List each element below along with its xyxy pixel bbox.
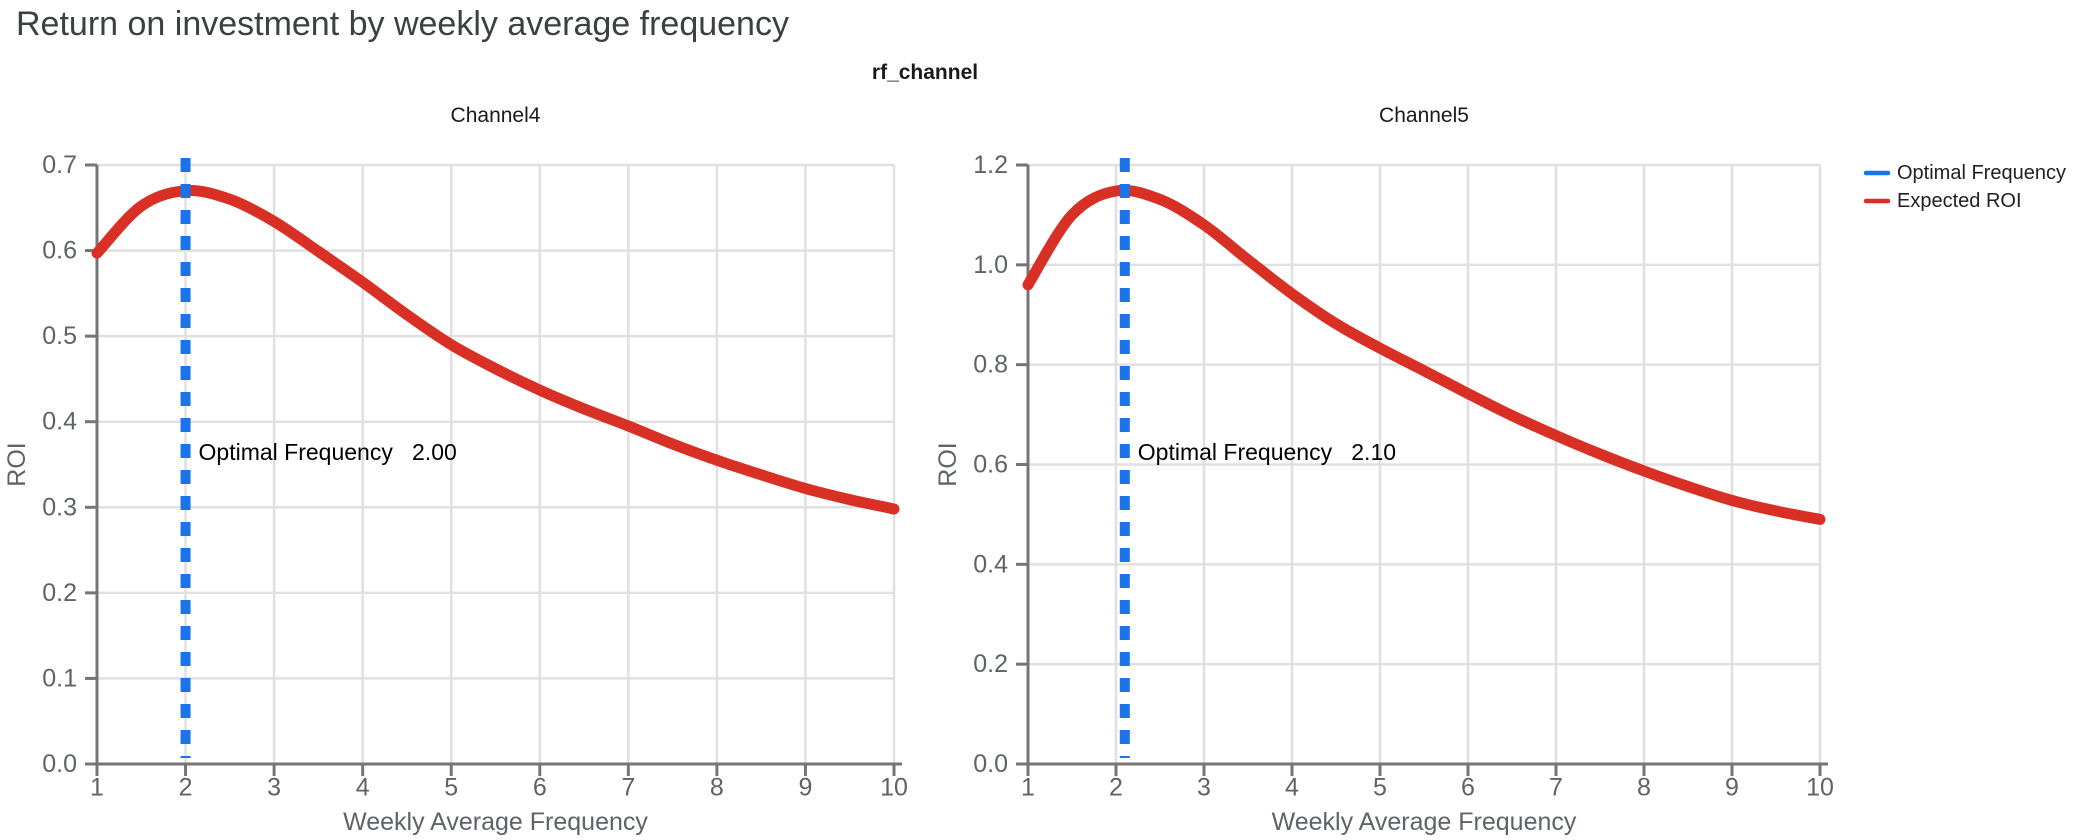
page-title: Return on investment by weekly average f… bbox=[16, 5, 789, 43]
x-tick-label: 10 bbox=[880, 774, 908, 802]
legend-item-expected-roi: Expected ROI bbox=[1863, 190, 2022, 212]
x-axis-title: Weekly Average Frequency bbox=[343, 808, 648, 836]
expected-roi-curve bbox=[1022, 184, 1826, 525]
y-tick-label: 0.3 bbox=[42, 493, 77, 521]
x-tick-label: 1 bbox=[90, 774, 104, 802]
y-tick-label: 1.2 bbox=[973, 151, 1008, 179]
x-axis-title: Weekly Average Frequency bbox=[1272, 808, 1577, 836]
y-tick-label: 0.0 bbox=[973, 750, 1008, 778]
y-tick-label: 0.8 bbox=[973, 351, 1008, 379]
chart-channel5: 0.0 0.2 0.4 0.6 0.8 1.0 1.2 1 2 3 4 5 6 7 8 9 10 Weekly A… bbox=[934, 104, 1834, 836]
optimal-frequency-annotation: Optimal Frequency 2.00 bbox=[199, 439, 457, 465]
x-tick-label: 8 bbox=[710, 774, 724, 802]
x-tick-label: 2 bbox=[179, 774, 193, 802]
legend-item-label: Expected ROI bbox=[1897, 190, 2022, 212]
x-tick-label: 7 bbox=[621, 774, 635, 802]
y-axis-title: ROI bbox=[3, 442, 31, 486]
x-tick-label: 4 bbox=[1285, 774, 1299, 802]
axis-ticks-and-labels: 0.0 0.1 0.2 0.3 0.4 0.5 0.6 0.7 1 2 3 4 5 6 7 8 9 10 bbox=[42, 151, 908, 802]
y-tick-label: 1.0 bbox=[973, 251, 1008, 279]
chart-channel4: 0.0 0.1 0.2 0.3 0.4 0.5 0.6 0.7 1 2 3 4 5 6 7 8 9 10 Weekl… bbox=[3, 104, 908, 836]
x-tick-label: 6 bbox=[533, 774, 547, 802]
y-tick-label: 0.4 bbox=[42, 408, 77, 436]
x-tick-label: 5 bbox=[1373, 774, 1387, 802]
legend-item-optimal-frequency: Optimal Frequency bbox=[1863, 162, 2066, 184]
expected-roi-curve bbox=[91, 185, 900, 515]
x-tick-label: 3 bbox=[1197, 774, 1211, 802]
x-tick-label: 10 bbox=[1806, 774, 1834, 802]
x-tick-label: 9 bbox=[798, 774, 812, 802]
y-tick-label: 0.6 bbox=[42, 237, 77, 265]
axis-ticks-and-labels: 0.0 0.2 0.4 0.6 0.8 1.0 1.2 1 2 3 4 5 6 7 8 9 10 bbox=[973, 151, 1834, 802]
y-tick-label: 0.5 bbox=[42, 322, 77, 350]
optimal-frequency-annotation: Optimal Frequency 2.10 bbox=[1138, 439, 1396, 465]
facet-title: Channel4 bbox=[451, 104, 541, 127]
facet-title: Channel5 bbox=[1379, 104, 1469, 127]
y-axis-title: ROI bbox=[934, 442, 962, 486]
x-tick-label: 7 bbox=[1549, 774, 1563, 802]
y-tick-label: 0.2 bbox=[973, 650, 1008, 678]
x-tick-label: 5 bbox=[444, 774, 458, 802]
legend-item-label: Optimal Frequency bbox=[1897, 162, 2066, 184]
x-tick-label: 3 bbox=[267, 774, 281, 802]
facet-column-label: rf_channel bbox=[871, 61, 979, 84]
gridlines bbox=[1028, 163, 1822, 764]
y-tick-label: 0.1 bbox=[42, 664, 77, 692]
x-tick-label: 6 bbox=[1461, 774, 1475, 802]
x-tick-label: 4 bbox=[356, 774, 370, 802]
x-tick-label: 8 bbox=[1637, 774, 1651, 802]
y-tick-label: 0.7 bbox=[42, 151, 77, 179]
legend: Optimal Frequency Expected ROI bbox=[1863, 162, 2066, 212]
y-tick-label: 0.6 bbox=[973, 451, 1008, 479]
y-tick-label: 0.4 bbox=[973, 550, 1008, 578]
x-tick-label: 2 bbox=[1109, 774, 1123, 802]
y-tick-label: 0.0 bbox=[42, 750, 77, 778]
x-tick-label: 9 bbox=[1725, 774, 1739, 802]
x-tick-label: 1 bbox=[1021, 774, 1035, 802]
y-tick-label: 0.2 bbox=[42, 579, 77, 607]
